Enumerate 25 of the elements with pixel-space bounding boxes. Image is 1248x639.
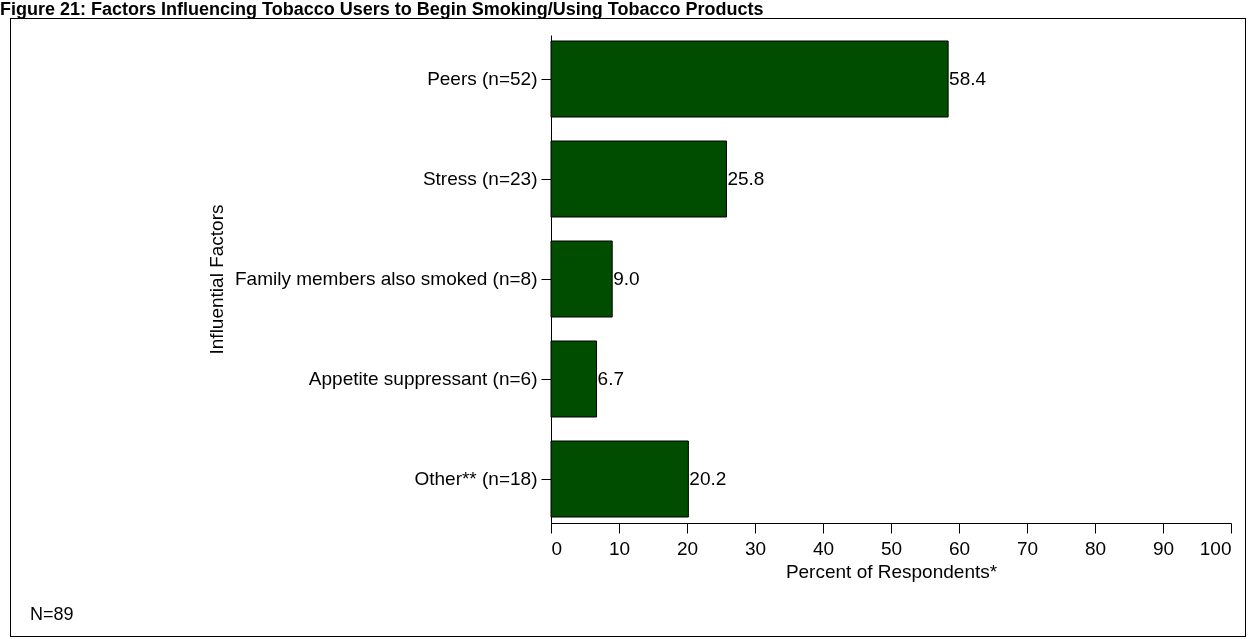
x-tick-label: 20 <box>676 537 699 559</box>
x-tick-label: 60 <box>948 537 971 559</box>
data-label: 58.4 <box>949 68 987 89</box>
text: Figure 21: Factors Influencing Tobacco Users to Begin Smoking/Using Tobacco Products <box>0 0 764 19</box>
data-label: 25.8 <box>727 168 765 189</box>
y-tick-label: Family members also smoked (n=8) <box>234 268 538 289</box>
x-tick-label: 100 <box>1199 537 1232 559</box>
x-axis-title: Percent of Respondents* <box>785 560 998 582</box>
x-tick-label: 80 <box>1084 537 1107 559</box>
y-tick-label: Stress (n=23) <box>422 168 538 189</box>
x-tick-label: 50 <box>880 537 903 559</box>
data-label: 9.0 <box>613 268 640 289</box>
text: N=89 <box>30 604 74 625</box>
x-tick-label: 30 <box>744 537 767 559</box>
x-tick-label: 40 <box>812 537 835 559</box>
y-axis-title: Influential Factors <box>205 204 227 355</box>
x-tick-label: 10 <box>608 537 631 559</box>
data-label: 20.2 <box>689 468 727 489</box>
x-tick-label: 0 <box>551 537 563 559</box>
y-tick-label: Peers (n=52) <box>427 68 538 89</box>
data-label: 6.7 <box>597 368 624 389</box>
x-tick-label: 90 <box>1152 537 1175 559</box>
y-tick-label: Appetite suppressant (n=6) <box>308 368 538 389</box>
y-tick-label: Other** (n=18) <box>414 468 538 489</box>
x-tick-label: 70 <box>1016 537 1039 559</box>
